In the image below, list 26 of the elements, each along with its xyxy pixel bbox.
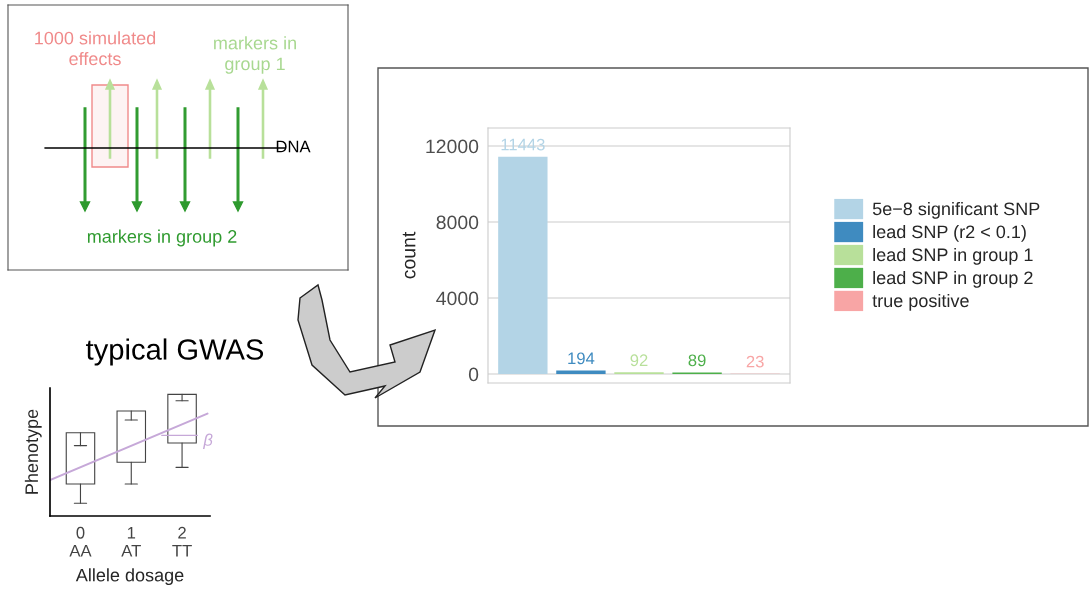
category-label: 1 AT	[121, 527, 141, 557]
legend-label: 5e−8 significant SNP	[872, 201, 1040, 219]
text: β	[202, 433, 213, 450]
data-label: 92	[630, 354, 648, 367]
text: markers in group 2	[87, 229, 237, 247]
data-label: 89	[688, 354, 706, 367]
text: markers in group 1	[214, 36, 296, 74]
y-tick-label: 4000	[436, 291, 479, 306]
data-label: 23	[746, 355, 764, 368]
legend-label: lead SNP in group 1	[873, 247, 1033, 265]
y-tick-label: 0	[468, 367, 479, 382]
legend-label: true positive	[872, 293, 969, 311]
legend-label: lead SNP (r2 < 0.1)	[873, 224, 1026, 242]
data-label: 194	[568, 352, 595, 365]
text: DNA	[276, 140, 311, 153]
text: Phenotype	[24, 409, 42, 494]
category-label: 0 AA	[69, 526, 92, 557]
text: typical GWAS	[86, 338, 264, 366]
data-label: 11443	[501, 138, 545, 151]
category-label: 2 TT	[172, 526, 192, 557]
y-tick-label: 12000	[426, 139, 479, 154]
y-tick-label: 8000	[436, 215, 479, 230]
legend-label: lead SNP in group 2	[873, 270, 1033, 288]
y-axis-title: count	[402, 231, 416, 279]
text: 1000 simulated effects	[35, 31, 156, 66]
text: Allele dosage	[75, 568, 184, 586]
